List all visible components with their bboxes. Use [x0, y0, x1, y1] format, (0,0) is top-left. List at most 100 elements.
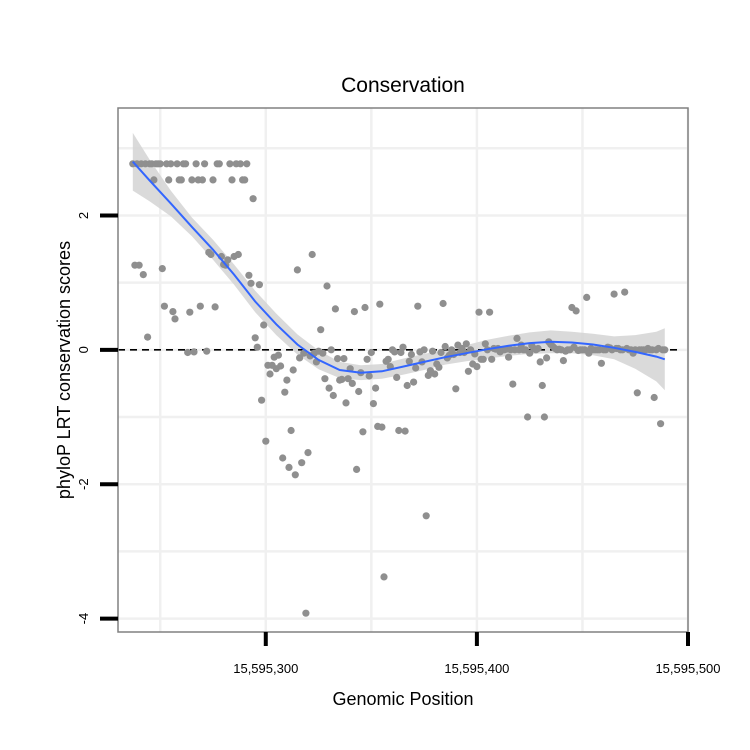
data-point: [350, 308, 358, 316]
data-point: [414, 302, 422, 310]
data-point: [228, 176, 236, 184]
data-point: [479, 355, 487, 363]
data-point: [209, 176, 217, 184]
data-point: [169, 308, 177, 316]
data-point: [526, 349, 534, 357]
x-tick-label: 15,595,300: [233, 661, 298, 676]
x-tick-label: 15,595,400: [444, 661, 509, 676]
data-point: [437, 348, 445, 357]
data-point: [372, 384, 380, 392]
smooth-fit-line: [132, 161, 666, 374]
data-point: [348, 379, 356, 387]
data-point: [285, 463, 293, 471]
data-point: [327, 346, 335, 354]
data-point: [435, 363, 443, 371]
x-axis: 15,595,300 15,595,400 15,595,500: [233, 632, 721, 676]
data-point: [367, 348, 375, 357]
data-point: [393, 373, 401, 381]
data-point: [139, 271, 147, 279]
data-point: [534, 344, 542, 353]
data-point: [258, 396, 266, 404]
data-point: [226, 160, 234, 168]
data-point: [289, 366, 297, 374]
data-point: [253, 343, 261, 351]
data-point: [319, 349, 327, 357]
x-tick-label: 15,595,500: [655, 661, 720, 676]
data-point: [173, 160, 181, 168]
data-point: [167, 160, 175, 168]
data-point: [661, 346, 669, 354]
data-point: [192, 160, 200, 168]
data-point: [344, 375, 352, 383]
data-point: [633, 389, 641, 397]
smooth-line-layer: [132, 161, 666, 374]
data-point: [401, 427, 409, 435]
data-point: [431, 370, 439, 378]
data-point: [597, 359, 606, 367]
data-point: [621, 288, 629, 296]
data-point: [513, 334, 521, 342]
data-point: [203, 347, 211, 355]
scatter-points-layer: [129, 160, 669, 617]
data-point: [262, 437, 270, 445]
data-point: [236, 160, 244, 168]
data-point: [429, 347, 437, 355]
data-point: [287, 426, 295, 435]
x-axis-label: Genomic Position: [332, 689, 473, 709]
data-point: [160, 302, 168, 310]
data-point: [156, 160, 164, 168]
data-point: [405, 357, 413, 365]
data-point: [198, 176, 206, 184]
data-point: [234, 250, 242, 259]
data-point: [509, 380, 517, 388]
data-point: [488, 355, 496, 363]
data-point: [317, 326, 325, 334]
data-point: [325, 384, 333, 392]
data-point: [224, 256, 232, 264]
y-axis: 2 0 -2 -4: [76, 212, 118, 624]
data-point: [439, 299, 447, 308]
data-point: [410, 378, 418, 386]
data-point: [536, 358, 544, 366]
data-point: [452, 385, 460, 393]
data-point: [255, 281, 263, 289]
data-point: [361, 303, 369, 312]
chart-title: Conservation: [341, 74, 465, 97]
data-point: [462, 340, 470, 348]
data-point: [441, 342, 449, 351]
data-point: [420, 346, 428, 354]
data-point: [329, 391, 337, 400]
data-point: [475, 308, 483, 316]
data-point: [277, 362, 285, 370]
data-point: [464, 367, 472, 375]
data-point: [399, 343, 407, 351]
data-point: [298, 459, 306, 467]
data-point: [182, 160, 190, 168]
data-point: [251, 334, 259, 342]
data-point: [291, 471, 299, 479]
data-point: [422, 512, 430, 520]
data-point: [369, 400, 377, 408]
data-point: [165, 176, 173, 184]
data-point: [380, 573, 388, 581]
data-point: [353, 465, 361, 473]
data-point: [321, 375, 329, 383]
data-point: [186, 308, 194, 316]
data-point: [260, 321, 268, 329]
data-point: [190, 348, 198, 356]
data-point: [245, 271, 253, 279]
data-point: [543, 354, 551, 362]
data-point: [572, 307, 580, 315]
data-point: [331, 305, 339, 313]
data-point: [378, 423, 386, 431]
data-point: [395, 426, 403, 435]
y-tick-label: -2: [76, 478, 91, 490]
data-point: [650, 393, 658, 402]
data-point: [412, 364, 420, 372]
data-point: [177, 176, 185, 184]
data-point: [241, 176, 249, 184]
data-point: [376, 300, 384, 308]
data-point: [196, 302, 204, 310]
data-point: [384, 355, 392, 363]
